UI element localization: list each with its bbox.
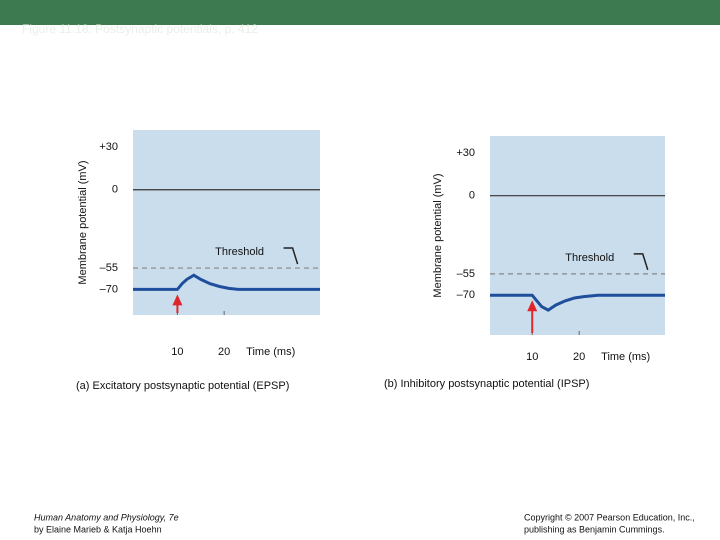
chart-title: (b) Inhibitory postsynaptic potential (I… [384, 378, 589, 390]
stimulus-arrow-head [172, 294, 183, 306]
potential-line [490, 293, 665, 312]
plot-area [133, 130, 320, 315]
y-tick-label: –70 [457, 289, 475, 301]
threshold-bracket [283, 247, 299, 265]
potential-line [133, 273, 320, 291]
x-tick-label: 20 [573, 351, 585, 363]
threshold-label: Threshold [215, 246, 264, 258]
footer-authors: by Elaine Marieb & Katja Hoehn [34, 524, 162, 534]
y-tick-label: –55 [457, 268, 475, 280]
footer-publisher: publishing as Benjamin Cummings. [524, 524, 665, 534]
x-tick-label: 20 [218, 346, 230, 358]
plot-area [490, 136, 665, 335]
y-axis-label: Membrane potential (mV) [77, 160, 89, 284]
threshold-bracket [633, 253, 649, 271]
x-axis-label: Time (ms) [601, 351, 650, 363]
y-axis-label: Membrane potential (mV) [432, 173, 444, 297]
x-tick-label: 10 [526, 351, 538, 363]
slide-title: Figure 11.18: Postsynaptic potentials, p… [22, 22, 258, 36]
x-tick-label: 10 [171, 346, 183, 358]
stimulus-arrow-head [527, 300, 538, 312]
header-bar [0, 0, 720, 25]
y-tick-label: 0 [112, 184, 118, 196]
x-axis-label: Time (ms) [246, 346, 295, 358]
y-tick-label: –55 [100, 262, 118, 274]
y-tick-label: +30 [99, 141, 118, 153]
y-tick-label: –70 [100, 283, 118, 295]
y-tick-label: +30 [456, 147, 475, 159]
y-tick-label: 0 [469, 190, 475, 202]
chart-title: (a) Excitatory postsynaptic potential (E… [76, 380, 289, 392]
threshold-label: Threshold [565, 252, 614, 264]
footer-copyright: Copyright © 2007 Pearson Education, Inc.… [524, 512, 695, 522]
footer-book: Human Anatomy and Physiology, 7e [34, 512, 179, 522]
